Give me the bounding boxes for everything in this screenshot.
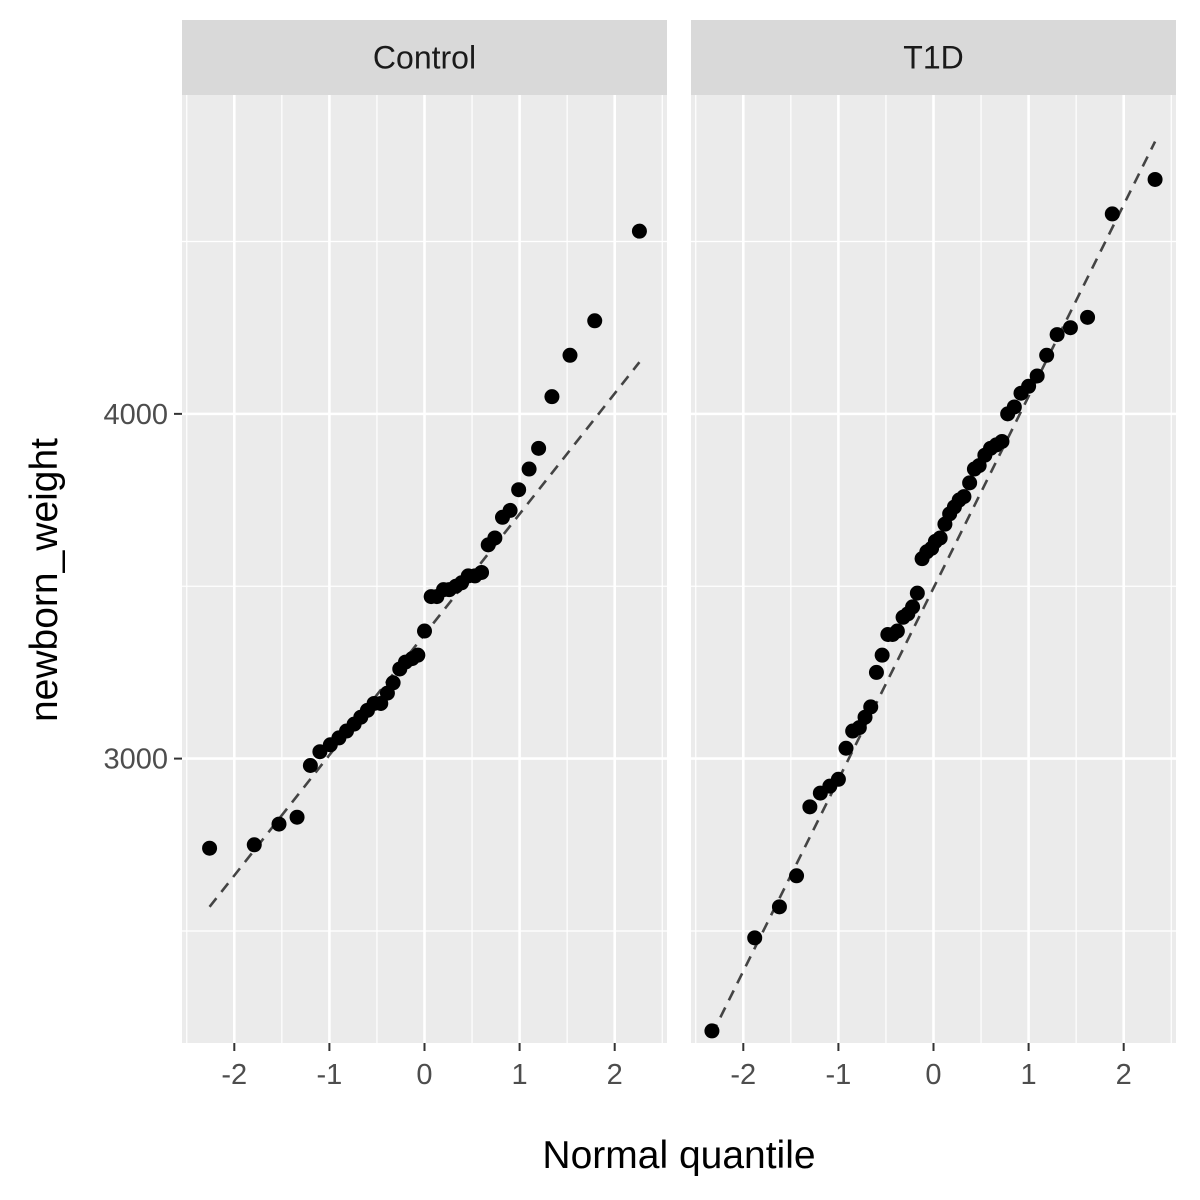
data-point	[868, 664, 884, 680]
panel-control: Control	[182, 20, 667, 1043]
y-tick-label: 4000	[103, 399, 168, 431]
data-point	[1104, 206, 1120, 222]
x-axis-title: Normal quantile	[542, 1134, 815, 1177]
x-tick-label: 1	[1021, 1059, 1037, 1091]
data-point	[302, 757, 318, 773]
data-point	[521, 461, 537, 477]
data-point	[1029, 368, 1045, 384]
x-tick-label: 2	[1116, 1059, 1132, 1091]
data-point	[747, 930, 763, 946]
data-point	[1006, 399, 1022, 415]
data-point	[511, 482, 527, 498]
facet-strip-label: Control	[373, 40, 476, 76]
data-point	[1049, 327, 1065, 343]
axes: -2 -1 0 1 2 -2 -1 0 1 2 3000 4000	[103, 399, 1131, 1091]
data-point	[1147, 171, 1163, 187]
data-point	[956, 489, 972, 505]
facet-panels: Control T1D	[182, 20, 1176, 1043]
data-point	[994, 433, 1010, 449]
data-point	[502, 502, 518, 518]
data-point	[905, 599, 921, 615]
data-point	[289, 809, 305, 825]
data-point	[1062, 320, 1078, 336]
data-point	[838, 740, 854, 756]
data-point	[863, 699, 879, 715]
data-point	[202, 840, 218, 856]
y-tick-label: 3000	[103, 744, 168, 776]
data-point	[802, 799, 818, 815]
data-point	[631, 223, 647, 239]
panel-t1d: T1D	[691, 20, 1176, 1043]
x-tick-label: -1	[826, 1059, 852, 1091]
data-point	[385, 675, 401, 691]
data-point	[830, 771, 846, 787]
facet-strip-label: T1D	[903, 40, 963, 76]
data-point	[771, 899, 787, 915]
data-point	[1080, 309, 1096, 325]
x-tick-label: -2	[730, 1059, 756, 1091]
data-point	[417, 623, 432, 639]
x-tick-label: 0	[925, 1059, 941, 1091]
data-point	[246, 837, 262, 853]
data-point	[962, 475, 978, 491]
data-point	[1039, 347, 1055, 363]
data-point	[271, 816, 287, 832]
y-axis-title: newborn_weight	[23, 438, 66, 722]
data-point	[704, 1023, 720, 1039]
x-tick-label: 2	[607, 1059, 623, 1091]
data-point	[1021, 378, 1037, 394]
data-point	[874, 647, 890, 663]
data-point	[474, 564, 490, 580]
data-point	[932, 530, 948, 546]
x-tick-label: 0	[416, 1059, 432, 1091]
data-point	[889, 623, 905, 639]
qq-reference-line	[710, 140, 1157, 1035]
data-point	[544, 389, 560, 405]
data-point	[410, 647, 426, 663]
x-tick-label: -2	[221, 1059, 247, 1091]
data-point	[562, 347, 578, 363]
data-point	[789, 868, 805, 884]
data-point	[909, 585, 925, 601]
facet-strip	[182, 20, 667, 95]
data-point	[587, 313, 603, 329]
data-point	[487, 530, 503, 546]
data-point	[531, 440, 547, 456]
x-tick-label: -1	[317, 1059, 343, 1091]
x-tick-label: 1	[512, 1059, 528, 1091]
facet-strip	[691, 20, 1176, 95]
